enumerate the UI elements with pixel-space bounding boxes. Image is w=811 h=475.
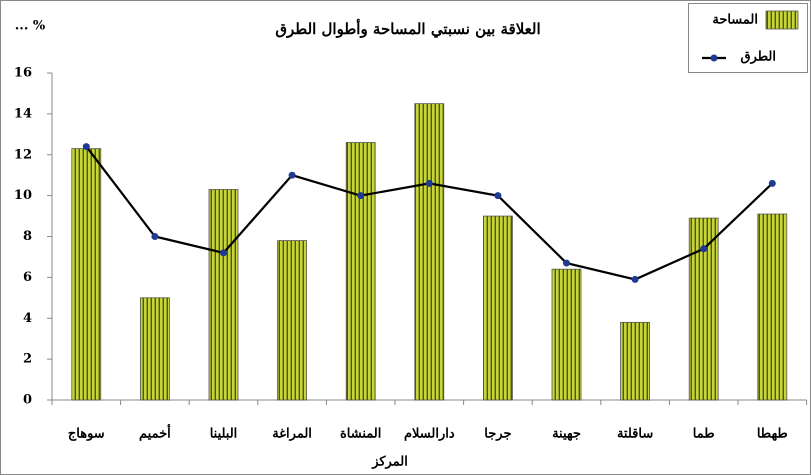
x-tick-label: طهطا bbox=[757, 427, 788, 442]
x-tick-label: جهينة bbox=[552, 427, 581, 442]
line-marker bbox=[82, 143, 90, 151]
x-axis-label: المركز bbox=[371, 455, 408, 470]
x-tick-label: المراغة bbox=[272, 427, 312, 442]
bar bbox=[482, 215, 513, 401]
x-tick-label: أخميم bbox=[139, 425, 171, 442]
y-tick-label: 6 bbox=[23, 270, 32, 285]
line-marker bbox=[563, 259, 570, 267]
line-marker bbox=[768, 179, 776, 187]
x-tick-label: جرجا bbox=[484, 427, 511, 442]
x-tick-label: دارالسلام bbox=[404, 427, 455, 442]
y-tick-label: 14 bbox=[14, 106, 32, 121]
y-tick-label: 0 bbox=[23, 393, 32, 408]
bar bbox=[277, 240, 308, 401]
line-marker bbox=[357, 192, 365, 200]
line-marker bbox=[700, 245, 708, 253]
y-tick-label: 2 bbox=[23, 352, 32, 367]
bar bbox=[345, 142, 376, 401]
line-marker bbox=[151, 233, 159, 240]
line-marker bbox=[494, 192, 502, 200]
chart-title: العلاقة بين نسبتي المساحة وأطوال الطرق bbox=[275, 18, 540, 39]
legend-label: المساحة bbox=[712, 13, 758, 28]
bar bbox=[414, 103, 445, 401]
line-marker bbox=[288, 171, 296, 179]
y-tick-label: 8 bbox=[23, 229, 32, 244]
x-tick-label: المنشاة bbox=[340, 427, 381, 442]
line-marker bbox=[220, 249, 227, 257]
legend-swatch bbox=[765, 10, 799, 30]
legend-marker bbox=[710, 54, 718, 62]
line-marker bbox=[425, 179, 433, 187]
line-marker bbox=[631, 275, 639, 283]
x-tick-label: البلينا bbox=[210, 427, 238, 442]
x-tick-label: طما bbox=[693, 427, 715, 442]
bar bbox=[71, 148, 102, 401]
bar bbox=[620, 321, 650, 401]
y-axis-label: ... % bbox=[15, 19, 46, 34]
legend-label: الطرق bbox=[741, 50, 777, 65]
bar bbox=[139, 297, 170, 401]
bar bbox=[757, 213, 788, 401]
x-tick-label: ساقلتة bbox=[617, 427, 653, 442]
y-tick-label: 12 bbox=[14, 147, 32, 162]
y-tick-label: 10 bbox=[14, 188, 32, 203]
bar bbox=[208, 189, 239, 401]
bar bbox=[551, 268, 582, 401]
y-tick-label: 4 bbox=[23, 311, 32, 326]
x-tick-label: سوهاج bbox=[68, 427, 105, 442]
y-tick-label: 16 bbox=[14, 66, 32, 81]
